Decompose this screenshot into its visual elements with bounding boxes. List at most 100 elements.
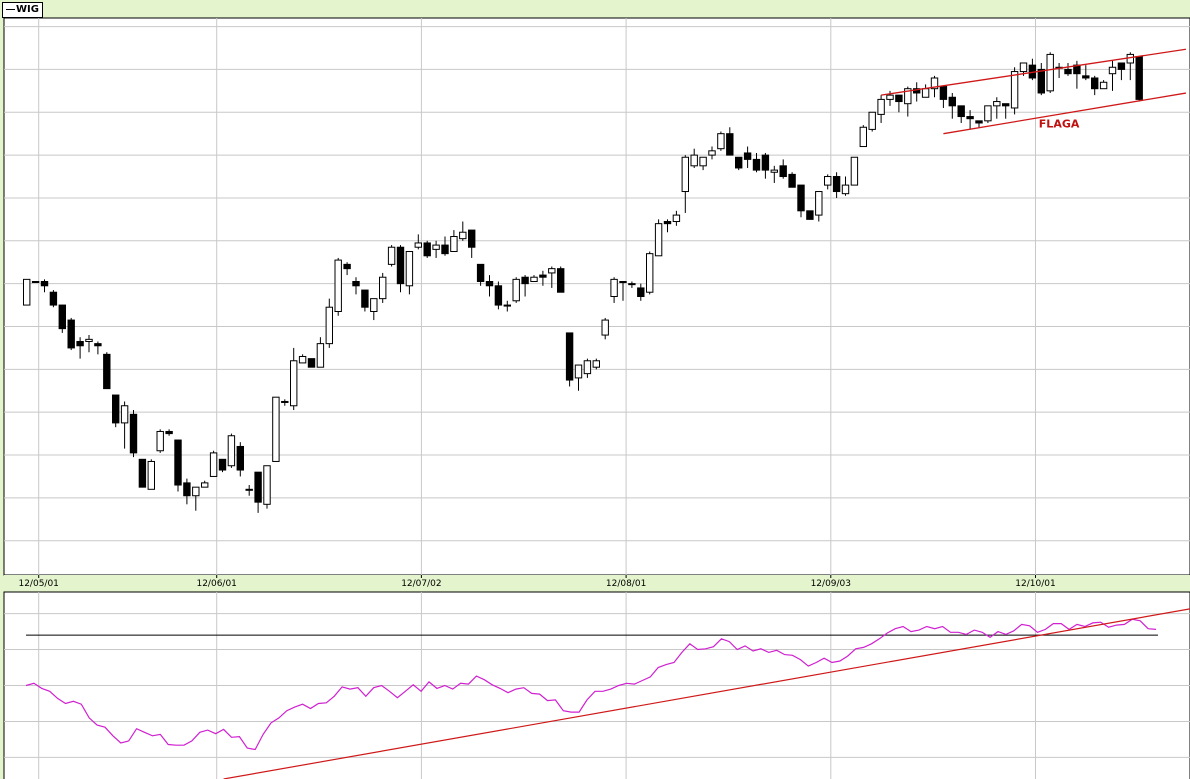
candle <box>743 146 752 168</box>
candle-body <box>681 156 689 193</box>
candle-body <box>930 77 939 90</box>
candle <box>521 275 529 297</box>
candle <box>343 262 351 276</box>
candle <box>40 279 49 293</box>
candle-body <box>334 259 342 312</box>
candle-body <box>904 88 912 105</box>
candle-body <box>58 304 66 330</box>
candle <box>557 266 565 293</box>
candle <box>699 156 707 171</box>
candle-body <box>646 253 654 293</box>
candle <box>530 275 538 283</box>
price-panel: 12/05/01 12/06/01 12/07/02 12/08/01 12/09/03… <box>3 17 1190 589</box>
candle-body <box>67 319 75 349</box>
candle-body <box>1037 68 1045 94</box>
candle-body <box>948 96 956 107</box>
candle <box>619 281 627 301</box>
candle-body <box>352 281 360 287</box>
candle <box>245 485 253 496</box>
candle-body <box>485 281 494 287</box>
legend-box[interactable]: WIG <box>2 2 43 18</box>
candle-body <box>788 173 796 188</box>
candle <box>209 450 218 477</box>
candle-body <box>290 360 298 407</box>
candle-body <box>94 343 102 347</box>
legend-line-swatch <box>6 8 15 10</box>
candle-body <box>815 191 823 216</box>
candle-body <box>592 360 600 368</box>
candle <box>752 152 761 173</box>
candle-body <box>859 126 867 148</box>
candle-body <box>735 156 743 169</box>
candle <box>183 478 191 505</box>
candle-body <box>236 445 245 471</box>
candle <box>779 159 787 179</box>
candle-body <box>824 176 832 186</box>
candle-body <box>1126 53 1134 64</box>
candle-body <box>387 246 396 265</box>
candle-body <box>841 184 850 195</box>
price-plot-area <box>3 17 1190 576</box>
candle-body <box>76 340 84 347</box>
candle-body <box>530 276 538 283</box>
candles <box>23 52 1143 513</box>
candle <box>539 270 547 286</box>
flag-annotation: FLAGA <box>1039 117 1080 130</box>
candle-body <box>1091 77 1099 90</box>
candle <box>610 277 618 303</box>
candle <box>583 358 592 378</box>
candle <box>254 471 262 513</box>
candle <box>494 281 503 310</box>
candle-body <box>423 242 431 257</box>
candle-body <box>1002 103 1010 107</box>
candle-body <box>494 285 503 306</box>
candle-body <box>263 465 271 505</box>
candle-body <box>379 276 387 300</box>
candle-body <box>565 332 574 381</box>
candle <box>841 176 850 196</box>
candle-body <box>850 156 859 186</box>
candle-body <box>138 458 147 488</box>
candle <box>592 358 600 370</box>
candle-body <box>654 223 663 257</box>
candle-body <box>165 430 173 435</box>
indicator-panel <box>3 591 1190 779</box>
candle-body <box>432 244 440 250</box>
candle-body <box>31 281 40 284</box>
candle <box>788 172 796 188</box>
candle <box>290 347 298 411</box>
candle-body <box>512 278 520 302</box>
candle-body <box>557 268 565 293</box>
candle <box>726 127 734 156</box>
candle <box>548 266 556 288</box>
x-tick-label: 12/09/03 <box>811 579 851 589</box>
candle-body <box>619 281 627 284</box>
candle <box>49 290 58 308</box>
candle <box>868 111 876 132</box>
candle-body <box>192 486 200 497</box>
candle <box>512 277 520 303</box>
candle-body <box>201 482 209 488</box>
candle <box>646 251 654 295</box>
candle-body <box>583 360 592 375</box>
candle-body <box>672 214 681 223</box>
candle <box>565 332 574 387</box>
candle <box>1046 52 1054 93</box>
candle-body <box>832 176 841 193</box>
candle-body <box>521 276 529 285</box>
candle <box>361 289 369 312</box>
x-tick-label: 12/06/01 <box>196 579 236 589</box>
candle-body <box>743 152 752 160</box>
candle-body <box>699 156 707 167</box>
candle-body <box>112 394 120 424</box>
candle-body <box>120 405 129 424</box>
candle <box>379 272 387 303</box>
candle-body <box>459 231 467 240</box>
candle-body <box>85 338 93 342</box>
candle <box>218 458 227 473</box>
candle-body <box>1082 75 1090 79</box>
candle-body <box>23 278 31 306</box>
candle <box>708 146 716 160</box>
candle-body <box>129 413 138 454</box>
candle-body <box>770 169 778 173</box>
